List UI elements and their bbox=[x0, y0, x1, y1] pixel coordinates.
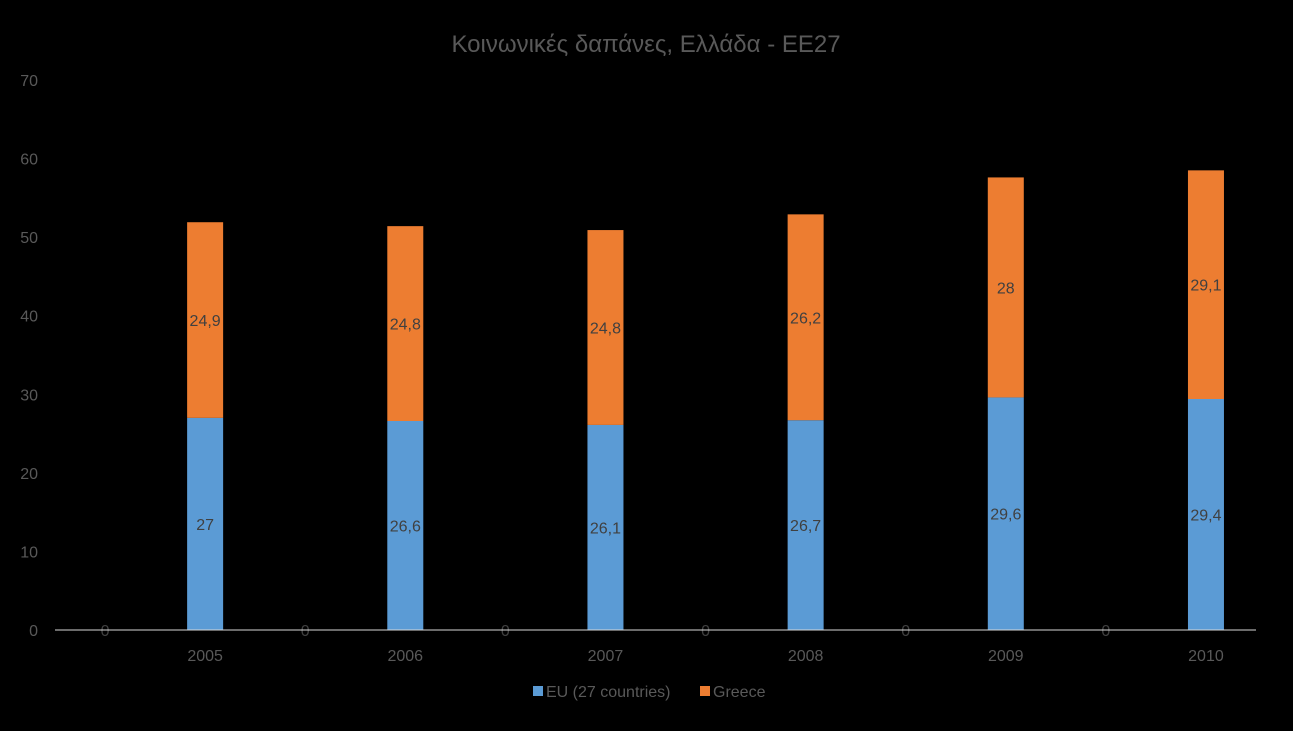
y-tick-label: 0 bbox=[29, 623, 38, 640]
x-tick-label: 2009 bbox=[988, 648, 1024, 665]
data-label-eu: 26,1 bbox=[590, 520, 621, 537]
data-label-eu: 26,6 bbox=[390, 519, 421, 536]
zero-data-label: 0 bbox=[901, 623, 910, 640]
y-tick-label: 20 bbox=[20, 466, 38, 483]
data-label-greece: 29,1 bbox=[1190, 278, 1221, 295]
bar-segment-eu bbox=[787, 420, 824, 630]
bar-segment-greece bbox=[987, 177, 1024, 398]
y-tick-label: 40 bbox=[20, 309, 38, 326]
data-label-eu: 29,6 bbox=[990, 507, 1021, 524]
data-label-greece: 28 bbox=[997, 280, 1015, 297]
legend-label: EU (27 countries) bbox=[546, 684, 671, 701]
bar-segment-eu bbox=[587, 424, 624, 630]
bar-segment-greece bbox=[387, 226, 424, 421]
data-label-greece: 24,8 bbox=[390, 317, 421, 334]
bar-segment-greece bbox=[587, 230, 624, 425]
x-tick-label: 2006 bbox=[387, 648, 423, 665]
data-label-eu: 27 bbox=[196, 517, 214, 534]
y-tick-label: 50 bbox=[20, 230, 38, 247]
zero-data-label: 0 bbox=[1101, 623, 1110, 640]
data-label-greece: 24,9 bbox=[190, 313, 221, 330]
bar-segment-eu bbox=[187, 417, 224, 630]
legend: EU (27 countries) Greece bbox=[533, 684, 766, 701]
data-labels-group: 0 27 24,9 0 26,6 24,8 0 26,1 24,8 0 26,7 26,2 0 29,6 2… bbox=[101, 278, 1222, 640]
zero-data-label: 0 bbox=[501, 623, 510, 640]
data-label-greece: 24,8 bbox=[590, 321, 621, 338]
bar-segment-greece bbox=[787, 214, 824, 421]
zero-data-label: 0 bbox=[701, 623, 710, 640]
x-tick-label: 2005 bbox=[187, 648, 223, 665]
legend-label: Greece bbox=[713, 684, 766, 701]
y-tick-label: 30 bbox=[20, 387, 38, 404]
y-tick-label: 60 bbox=[20, 152, 38, 169]
bar-segment-eu bbox=[987, 397, 1024, 630]
bars-group bbox=[187, 170, 1224, 630]
legend-swatch bbox=[700, 686, 710, 696]
bar-segment-eu bbox=[387, 421, 424, 630]
bar-segment-greece bbox=[187, 222, 224, 418]
x-tick-label: 2008 bbox=[788, 648, 824, 665]
data-label-eu: 26,7 bbox=[790, 518, 821, 535]
x-tick-label: 2007 bbox=[588, 648, 624, 665]
legend-swatch bbox=[533, 686, 543, 696]
y-axis: 0 10 20 30 40 50 60 70 bbox=[20, 73, 38, 640]
data-label-greece: 26,2 bbox=[790, 310, 821, 327]
y-tick-label: 10 bbox=[20, 544, 38, 561]
data-label-eu: 29,4 bbox=[1190, 508, 1221, 525]
x-axis: 2005 2006 2007 2008 2009 2010 bbox=[187, 648, 1224, 665]
bar-segment-eu bbox=[1187, 399, 1224, 630]
x-tick-label: 2010 bbox=[1188, 648, 1224, 665]
bar-segment-greece bbox=[1187, 170, 1224, 399]
zero-data-label: 0 bbox=[101, 623, 110, 640]
chart-title: Κοινωνικές δαπάνες, Ελλάδα - ΕΕ27 bbox=[451, 31, 840, 58]
zero-data-label: 0 bbox=[301, 623, 310, 640]
y-tick-label: 70 bbox=[20, 73, 38, 90]
